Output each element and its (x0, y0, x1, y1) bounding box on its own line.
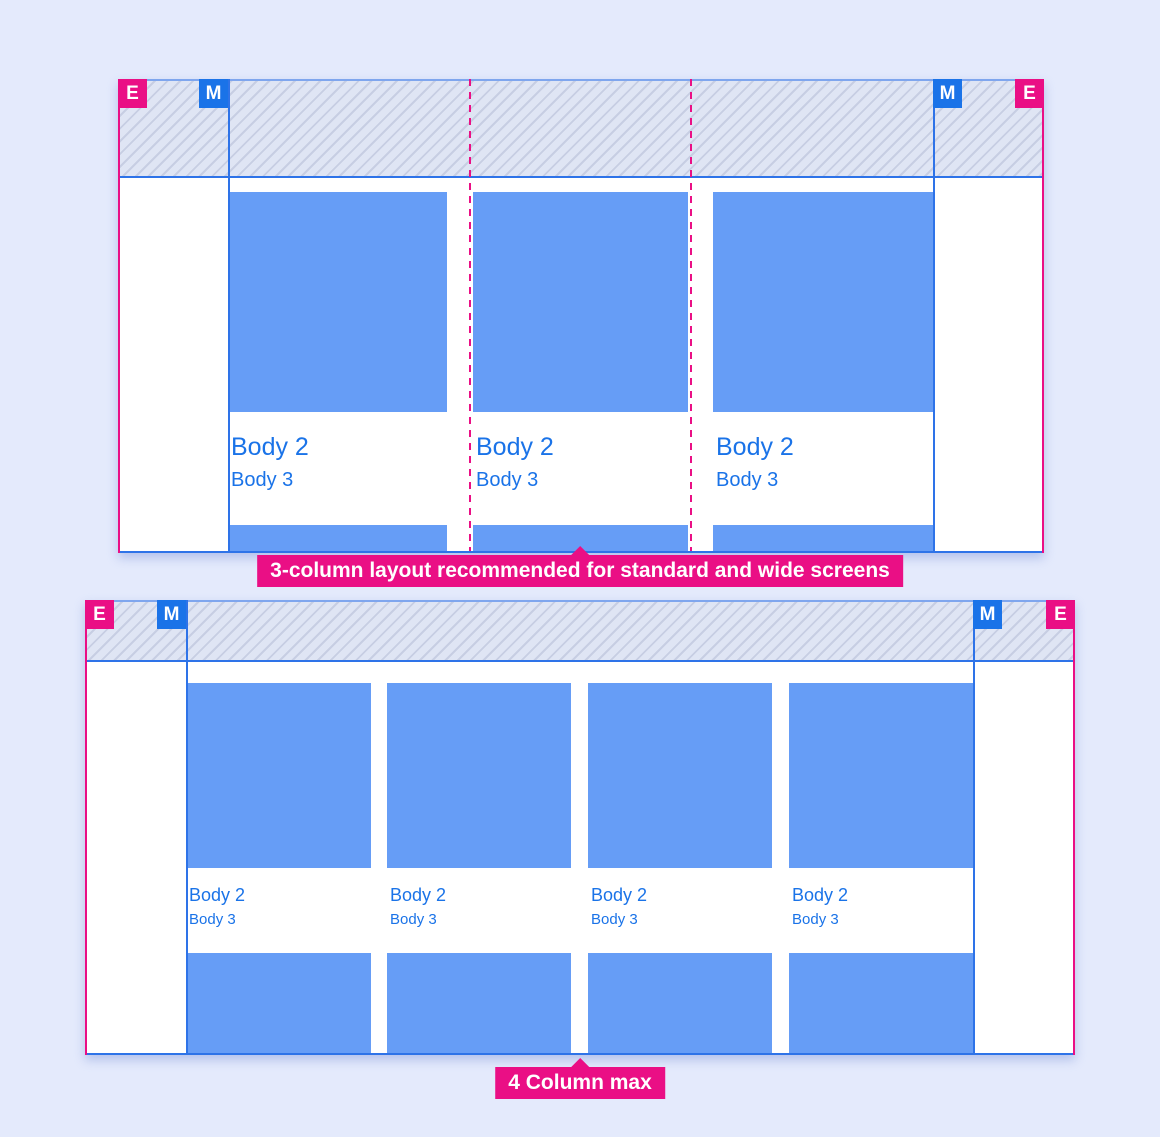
card-title: Body 2 (716, 433, 794, 461)
card-title: Body 2 (390, 885, 447, 905)
card-image-placeholder (473, 192, 688, 412)
flex-column-divider-dashed-right (690, 79, 692, 553)
card-subtitle: Body 3 (390, 911, 437, 928)
card-image-placeholder (228, 525, 447, 553)
card-title: Body 2 (792, 885, 849, 905)
card-image-placeholder (186, 953, 371, 1055)
card-image-placeholder (387, 683, 571, 868)
card-image-placeholder (789, 683, 973, 868)
card-subtitle: Body 3 (231, 469, 294, 491)
card-image-placeholder (387, 953, 571, 1055)
margin-line-left (186, 600, 188, 1055)
appbar-hatch-region (85, 600, 1075, 662)
card-title: Body 2 (591, 885, 648, 905)
card-subtitle: Body 3 (591, 911, 638, 928)
card: Body 2 Body 3 (713, 192, 933, 553)
margin-badge-left: M (199, 79, 228, 108)
card-image-placeholder (186, 683, 371, 868)
margin-badge-right: M (933, 79, 962, 108)
card-title: Body 2 (231, 433, 309, 461)
edge-badge-left: E (118, 79, 147, 108)
annotation-caption: 3-column layout recommended for standard… (257, 546, 903, 587)
card-title: Body 2 (476, 433, 554, 461)
margin-line-left (228, 79, 230, 553)
card-subtitle: Body 3 (189, 911, 236, 928)
margin-line-right (973, 600, 975, 1055)
edge-badge-right: E (1046, 600, 1075, 629)
appbar-hatch-region (118, 79, 1044, 178)
card-subtitle: Body 3 (476, 469, 539, 491)
card-image-placeholder (713, 192, 933, 412)
edge-badge-right: E (1015, 79, 1044, 108)
card: Body 2 Body 3 (387, 683, 571, 1055)
caption-text: 4 Column max (495, 1067, 665, 1099)
card-title: Body 2 (189, 885, 246, 905)
card-image-placeholder (588, 953, 772, 1055)
three-column-layout-panel: E M M E Body 2 Body 3 Body 2 Body 3 Body… (118, 79, 1044, 553)
card-image-placeholder (789, 953, 973, 1055)
margin-badge-right: M (973, 600, 1002, 629)
card: Body 2 Body 3 (186, 683, 371, 1055)
margin-line-right (933, 79, 935, 553)
annotation-caption: 4 Column max (495, 1058, 665, 1099)
margin-badge-left: M (157, 600, 186, 629)
caption-caret-icon (571, 546, 589, 555)
card-image-placeholder (228, 192, 447, 412)
card: Body 2 Body 3 (228, 192, 447, 553)
card: Body 2 Body 3 (473, 192, 688, 553)
caption-caret-icon (570, 1058, 589, 1067)
card-image-placeholder (713, 525, 933, 553)
card: Body 2 Body 3 (789, 683, 973, 1055)
edge-line-left (118, 79, 120, 553)
card-subtitle: Body 3 (792, 911, 839, 928)
flex-column-divider-dashed-left (469, 79, 471, 553)
edge-badge-left: E (85, 600, 114, 629)
four-column-layout-panel: E M M E Body 2 Body 3 Body 2 Body 3 Body… (85, 600, 1075, 1055)
panel-bottom-border (85, 1053, 1075, 1055)
caption-text: 3-column layout recommended for standard… (257, 555, 903, 587)
edge-line-right (1073, 600, 1075, 1055)
card: Body 2 Body 3 (588, 683, 772, 1055)
card-subtitle: Body 3 (716, 469, 779, 491)
card-image-placeholder (588, 683, 772, 868)
edge-line-right (1042, 79, 1044, 553)
edge-line-left (85, 600, 87, 1055)
